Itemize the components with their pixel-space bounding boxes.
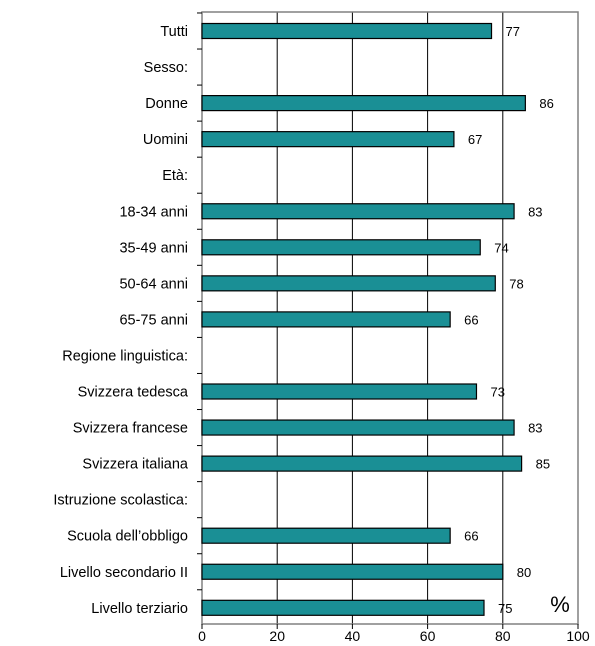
data-label: 83 (528, 421, 542, 436)
bar (201, 203, 515, 220)
category-label: Svizzera tedesca (78, 385, 189, 401)
data-label: 85 (536, 457, 550, 472)
bar (201, 419, 515, 436)
category-label: 18-34 anni (119, 204, 188, 220)
category-label: Sesso: (144, 60, 188, 76)
bars (201, 22, 526, 616)
category-label: Istruzione scolastica: (53, 493, 188, 509)
category-label: Livello secondario II (60, 565, 188, 581)
x-tick-label: 20 (269, 628, 285, 644)
bar (201, 383, 478, 400)
data-label: 86 (539, 96, 553, 111)
category-label: Svizzera francese (73, 421, 188, 437)
x-tick-label: 80 (495, 628, 511, 644)
data-label: 66 (464, 312, 478, 327)
data-label: 77 (506, 24, 520, 39)
data-label: 73 (490, 385, 504, 400)
bar (201, 563, 504, 580)
category-label: Svizzera italiana (82, 457, 189, 473)
x-tick-label: 0 (198, 628, 206, 644)
unit-label: % (550, 592, 570, 617)
category-label: Donne (145, 96, 188, 112)
value-labels: 77 86 67 83 74 78 66 73 83 85 66 80 75 (464, 24, 554, 616)
data-label: 75 (498, 601, 512, 616)
bar (201, 599, 485, 616)
bar (201, 22, 493, 40)
data-label: 74 (494, 240, 508, 255)
bar (201, 239, 481, 256)
data-label: 67 (468, 132, 482, 147)
x-tick-label: 40 (345, 628, 361, 644)
x-tick-label: 60 (420, 628, 436, 644)
bar (201, 131, 455, 148)
category-label: 65-75 anni (119, 312, 188, 328)
x-axis: 0 20 40 60 80 100 (197, 12, 590, 644)
data-label: 66 (464, 529, 478, 544)
bar (201, 455, 523, 472)
category-label: Uomini (143, 132, 188, 148)
category-label: Regione linguistica: (62, 348, 188, 364)
x-tick-label: 100 (566, 628, 590, 644)
bar (201, 311, 451, 328)
bar (201, 94, 526, 112)
category-label: Livello terziario (91, 601, 188, 617)
category-labels: Tutti Sesso: Donne Uomini Età: 18-34 anni 35-4… (53, 24, 189, 617)
bar (201, 527, 451, 544)
bar (201, 275, 496, 292)
category-label: Tutti (160, 24, 188, 40)
category-label: 50-64 anni (119, 276, 188, 292)
category-label: Scuola dell’obbligo (67, 529, 188, 545)
category-label: 35-49 anni (119, 240, 188, 256)
category-label: Età: (162, 168, 188, 184)
data-label: 80 (517, 565, 531, 580)
data-label: 78 (509, 276, 523, 291)
data-label: 83 (528, 204, 542, 219)
